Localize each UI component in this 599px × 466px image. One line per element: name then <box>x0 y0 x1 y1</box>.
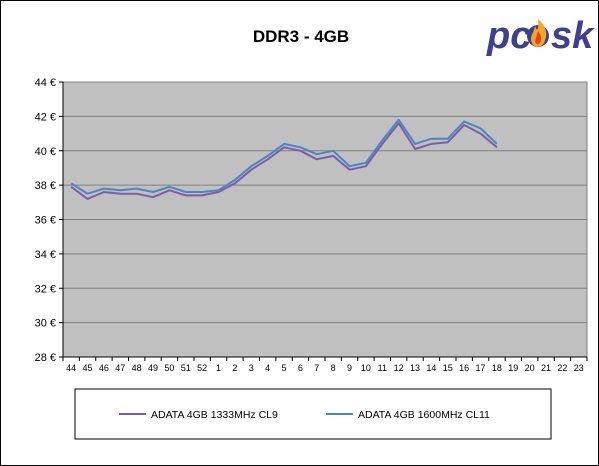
x-tick-label: 17 <box>476 363 486 373</box>
x-tick-label: 16 <box>459 363 469 373</box>
x-tick-label: 45 <box>83 363 93 373</box>
y-tick-label: 40 € <box>35 146 56 158</box>
x-tick-label: 1 <box>216 363 221 373</box>
x-tick-label: 11 <box>378 363 387 373</box>
x-tick-label: 48 <box>132 363 142 373</box>
x-tick-label: 19 <box>508 363 518 373</box>
x-tick-label: 50 <box>164 363 174 373</box>
x-tick-label: 20 <box>525 363 535 373</box>
chart-title: DDR3 - 4GB <box>253 27 349 46</box>
y-tick-label: 30 € <box>35 318 56 330</box>
x-tick-label: 5 <box>282 363 287 373</box>
x-tick-label: 6 <box>298 363 303 373</box>
x-tick-label: 47 <box>115 363 125 373</box>
x-tick-label: 3 <box>249 363 254 373</box>
x-tick-label: 12 <box>394 363 404 373</box>
legend-label-1600: ADATA 4GB 1600MHz CL11 <box>358 409 490 421</box>
y-tick-label: 38 € <box>35 180 56 192</box>
series-line-2 <box>70 118 498 195</box>
x-tick-label: 46 <box>99 363 109 373</box>
y-tick-label: 34 € <box>35 249 56 261</box>
logo: pc sk <box>486 15 595 57</box>
x-tick-label: 7 <box>314 363 319 373</box>
x-tick-label: 4 <box>265 363 270 373</box>
x-tick-label: 18 <box>492 363 502 373</box>
y-tick-label: 44 € <box>35 77 56 89</box>
x-tick-label: 9 <box>347 363 352 373</box>
x-tick-label: 23 <box>574 363 584 373</box>
x-tick-label: 2 <box>232 363 237 373</box>
series-line-1 <box>70 122 498 200</box>
x-tick-label: 51 <box>181 363 191 373</box>
plot-area: 28 €30 €32 €34 €36 €38 €40 €42 €44 €44 45… <box>35 77 588 373</box>
legend: ADATA 4GB 1333MHz CL9 ADATA 4GB 1600MHz … <box>74 388 552 440</box>
logo-text-pc: pc <box>486 15 531 57</box>
y-tick-label: 32 € <box>35 283 56 295</box>
y-tick-label: 28 € <box>35 352 56 364</box>
x-tick-label: 21 <box>541 363 551 373</box>
y-tick-label: 42 € <box>35 111 56 123</box>
x-tick-label: 44 <box>66 363 76 373</box>
x-tick-label: 49 <box>148 363 158 373</box>
x-tick-label: 13 <box>410 363 420 373</box>
x-tick-label: 22 <box>557 363 567 373</box>
x-tick-label: 10 <box>361 363 371 373</box>
x-tick-label: 8 <box>331 363 336 373</box>
x-tick-label: 15 <box>443 363 453 373</box>
y-tick-label: 36 € <box>35 215 56 227</box>
x-tick-label: 14 <box>426 363 436 373</box>
flame-icon <box>527 19 549 47</box>
logo-text-sk: sk <box>551 15 595 57</box>
legend-box <box>74 388 552 440</box>
x-tick-label: 52 <box>197 363 207 373</box>
legend-label-1333: ADATA 4GB 1333MHz CL9 <box>151 409 278 421</box>
